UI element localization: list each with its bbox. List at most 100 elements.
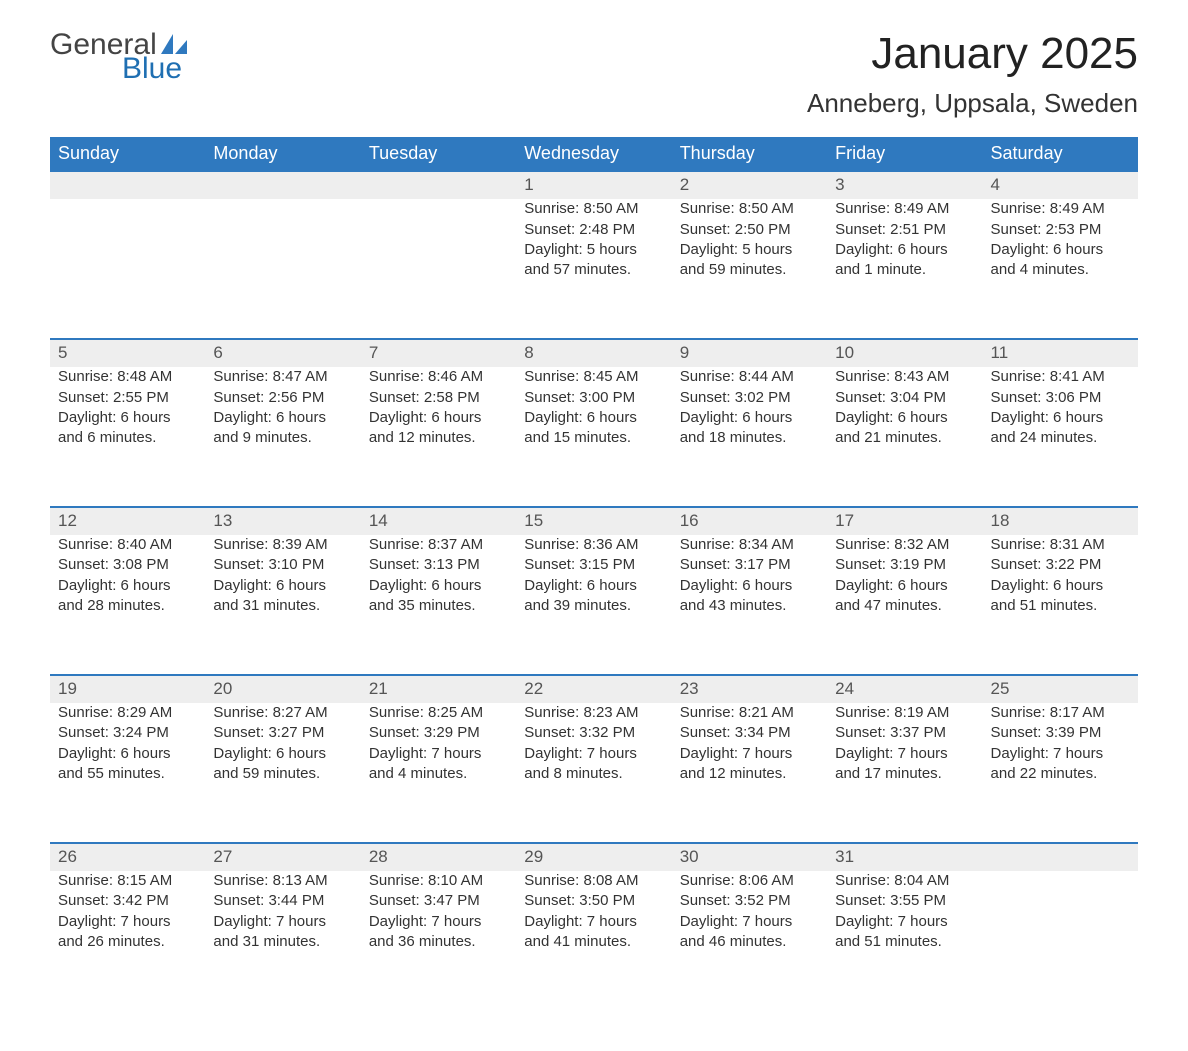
sunset-text: Sunset: 2:50 PM xyxy=(680,220,819,240)
weekday-header-row: SundayMondayTuesdayWednesdayThursdayFrid… xyxy=(50,137,1138,171)
dl2-text: and 39 minutes. xyxy=(524,596,663,616)
day-number: 5 xyxy=(50,339,205,367)
dl1-text: Daylight: 6 hours xyxy=(58,744,197,764)
dl1-text: Daylight: 7 hours xyxy=(369,912,508,932)
sunset-text: Sunset: 2:56 PM xyxy=(213,388,352,408)
sunrise-text: Sunrise: 8:43 AM xyxy=(835,367,974,387)
dl1-text: Daylight: 6 hours xyxy=(524,576,663,596)
sunset-text: Sunset: 3:52 PM xyxy=(680,891,819,911)
dl2-text: and 28 minutes. xyxy=(58,596,197,616)
day-number: 28 xyxy=(361,843,516,871)
sunrise-text: Sunrise: 8:36 AM xyxy=(524,535,663,555)
dl1-text: Daylight: 6 hours xyxy=(213,744,352,764)
day-cell: Sunrise: 8:13 AMSunset: 3:44 PMDaylight:… xyxy=(205,871,360,1011)
dl1-text: Daylight: 7 hours xyxy=(835,744,974,764)
day-number-row: 567891011 xyxy=(50,339,1138,367)
day-number: 4 xyxy=(983,171,1138,199)
sunrise-text: Sunrise: 8:45 AM xyxy=(524,367,663,387)
dl2-text: and 8 minutes. xyxy=(524,764,663,784)
sunset-text: Sunset: 3:08 PM xyxy=(58,555,197,575)
day-number: 24 xyxy=(827,675,982,703)
day-number-row: 12131415161718 xyxy=(50,507,1138,535)
sunset-text: Sunset: 3:00 PM xyxy=(524,388,663,408)
day-cell: Sunrise: 8:43 AMSunset: 3:04 PMDaylight:… xyxy=(827,367,982,507)
sunset-text: Sunset: 3:47 PM xyxy=(369,891,508,911)
dl1-text: Daylight: 6 hours xyxy=(991,240,1130,260)
day-number: 27 xyxy=(205,843,360,871)
sunrise-text: Sunrise: 8:39 AM xyxy=(213,535,352,555)
day-number: 6 xyxy=(205,339,360,367)
day-cell: Sunrise: 8:17 AMSunset: 3:39 PMDaylight:… xyxy=(983,703,1138,843)
sunset-text: Sunset: 3:42 PM xyxy=(58,891,197,911)
day-number: 19 xyxy=(50,675,205,703)
sunrise-text: Sunrise: 8:04 AM xyxy=(835,871,974,891)
sunset-text: Sunset: 3:15 PM xyxy=(524,555,663,575)
day-number: 8 xyxy=(516,339,671,367)
weekday-header: Tuesday xyxy=(361,137,516,171)
sunrise-text: Sunrise: 8:48 AM xyxy=(58,367,197,387)
sunrise-text: Sunrise: 8:44 AM xyxy=(680,367,819,387)
dl2-text: and 1 minute. xyxy=(835,260,974,280)
dl2-text: and 31 minutes. xyxy=(213,932,352,952)
dl1-text: Daylight: 6 hours xyxy=(213,576,352,596)
day-number: 22 xyxy=(516,675,671,703)
day-number xyxy=(983,843,1138,871)
day-cell: Sunrise: 8:10 AMSunset: 3:47 PMDaylight:… xyxy=(361,871,516,1011)
sunrise-text: Sunrise: 8:10 AM xyxy=(369,871,508,891)
day-cell: Sunrise: 8:40 AMSunset: 3:08 PMDaylight:… xyxy=(50,535,205,675)
dl1-text: Daylight: 6 hours xyxy=(680,408,819,428)
day-cell: Sunrise: 8:21 AMSunset: 3:34 PMDaylight:… xyxy=(672,703,827,843)
day-cell: Sunrise: 8:46 AMSunset: 2:58 PMDaylight:… xyxy=(361,367,516,507)
month-title: January 2025 xyxy=(807,30,1138,78)
day-number-row: 262728293031 xyxy=(50,843,1138,871)
day-number: 20 xyxy=(205,675,360,703)
logo-text-blue: Blue xyxy=(122,54,187,84)
sunrise-text: Sunrise: 8:50 AM xyxy=(680,199,819,219)
day-number: 3 xyxy=(827,171,982,199)
weekday-header: Monday xyxy=(205,137,360,171)
sunrise-text: Sunrise: 8:40 AM xyxy=(58,535,197,555)
sunset-text: Sunset: 2:55 PM xyxy=(58,388,197,408)
weekday-header: Friday xyxy=(827,137,982,171)
day-number xyxy=(361,171,516,199)
sail-icon xyxy=(161,34,187,54)
sunrise-text: Sunrise: 8:25 AM xyxy=(369,703,508,723)
day-cell: Sunrise: 8:50 AMSunset: 2:50 PMDaylight:… xyxy=(672,199,827,339)
day-cell: Sunrise: 8:08 AMSunset: 3:50 PMDaylight:… xyxy=(516,871,671,1011)
day-content-row: Sunrise: 8:15 AMSunset: 3:42 PM Daylight:… xyxy=(50,871,1138,1011)
dl2-text: and 59 minutes. xyxy=(213,764,352,784)
dl2-text: and 15 minutes. xyxy=(524,428,663,448)
day-cell: Sunrise: 8:50 AMSunset: 2:48 PMDaylight:… xyxy=(516,199,671,339)
day-cell: Sunrise: 8:44 AMSunset: 3:02 PMDaylight:… xyxy=(672,367,827,507)
sunrise-text: Sunrise: 8:46 AM xyxy=(369,367,508,387)
day-number-row: 1234 xyxy=(50,171,1138,199)
dl1-text: Daylight: 6 hours xyxy=(369,408,508,428)
dl1-text: Daylight: 6 hours xyxy=(58,576,197,596)
sunset-text: Sunset: 3:22 PM xyxy=(991,555,1130,575)
sunrise-text: Sunrise: 8:27 AM xyxy=(213,703,352,723)
day-number: 17 xyxy=(827,507,982,535)
sunrise-text: Sunrise: 8:17 AM xyxy=(991,703,1130,723)
sunset-text: Sunset: 2:48 PM xyxy=(524,220,663,240)
day-cell: Sunrise: 8:45 AMSunset: 3:00 PMDaylight:… xyxy=(516,367,671,507)
day-cell: Sunrise: 8:47 AMSunset: 2:56 PMDaylight:… xyxy=(205,367,360,507)
sunset-text: Sunset: 3:04 PM xyxy=(835,388,974,408)
day-number: 31 xyxy=(827,843,982,871)
dl2-text: and 43 minutes. xyxy=(680,596,819,616)
day-cell: Sunrise: 8:39 AMSunset: 3:10 PMDaylight:… xyxy=(205,535,360,675)
day-number: 23 xyxy=(672,675,827,703)
day-cell xyxy=(361,199,516,339)
sunrise-text: Sunrise: 8:34 AM xyxy=(680,535,819,555)
day-cell: Sunrise: 8:23 AMSunset: 3:32 PMDaylight:… xyxy=(516,703,671,843)
day-cell: Sunrise: 8:27 AMSunset: 3:27 PMDaylight:… xyxy=(205,703,360,843)
sunset-text: Sunset: 3:50 PM xyxy=(524,891,663,911)
dl2-text: and 55 minutes. xyxy=(58,764,197,784)
sunrise-text: Sunrise: 8:15 AM xyxy=(58,871,197,891)
day-number: 14 xyxy=(361,507,516,535)
dl2-text: and 6 minutes. xyxy=(58,428,197,448)
dl1-text: Daylight: 5 hours xyxy=(680,240,819,260)
day-number-row: 19202122232425 xyxy=(50,675,1138,703)
day-content-row: Sunrise: 8:40 AMSunset: 3:08 PMDaylight:… xyxy=(50,535,1138,675)
dl2-text: and 21 minutes. xyxy=(835,428,974,448)
dl1-text: Daylight: 5 hours xyxy=(524,240,663,260)
